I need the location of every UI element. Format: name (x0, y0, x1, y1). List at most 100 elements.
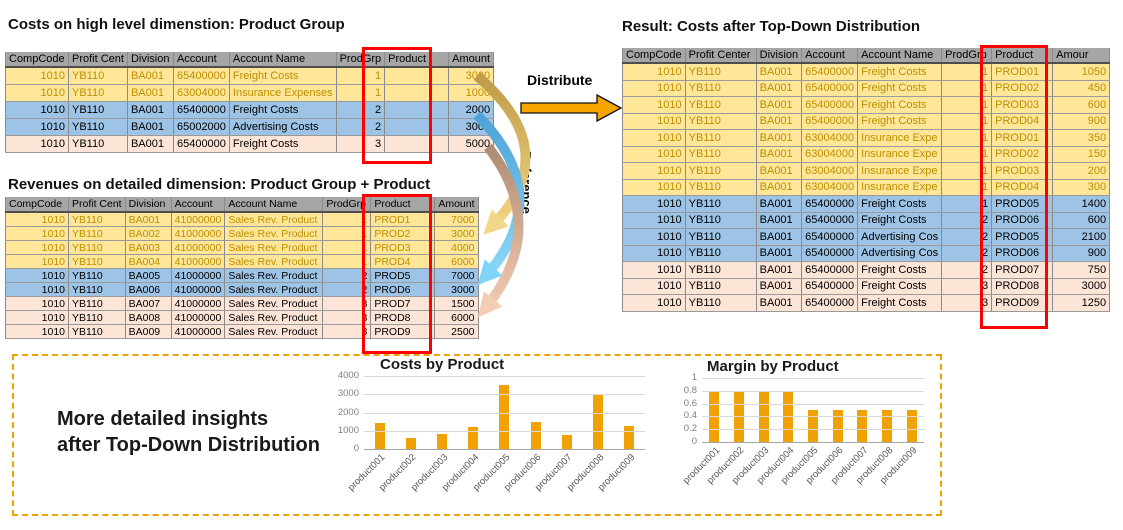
table-row: 1010 YB110 BA001 65400000 Freight Costs 3 5000 (5, 135, 495, 153)
y-tick-label: 0.6 (683, 397, 697, 409)
gridline (364, 376, 645, 377)
bar-cell: product003 (408, 376, 457, 493)
bar-cell: product004 (755, 378, 801, 486)
y-tick-label: 0.2 (683, 423, 697, 435)
column-header: Amount (448, 52, 495, 68)
y-tick-label: 2000 (337, 406, 359, 418)
reference-arrow-gold (473, 72, 531, 235)
table-header-row: CompCode Profit Center Division Account Acco… (622, 48, 1111, 64)
plot-area: product001 product002 product003 product004… (346, 376, 645, 493)
gridline (702, 390, 924, 392)
table-row: 1010 YB110 BA004 41000000 Sales Rev. Product… (5, 254, 479, 269)
bar-cell: product009 (596, 376, 645, 493)
bar-product002 (405, 438, 416, 449)
bar-cell: product004 (440, 376, 489, 493)
table-row: 1010 YB110 BA001 65400000 Freight Costs 2 PROD… (622, 212, 1111, 229)
table-row: 1010 YB110 BA001 63004000 Insurance Expe 1 PRO… (622, 129, 1111, 147)
bar-cell: product001 (346, 376, 395, 493)
y-tick-label: 0.4 (683, 410, 697, 422)
bar-product001 (374, 423, 385, 449)
insights-line2: after Top-Down Distribution (57, 434, 320, 456)
bar-cell: product007 (533, 376, 582, 493)
bar-product007 (857, 410, 868, 442)
distribute-arrow-icon (520, 93, 623, 123)
table-row: 1010 YB110 BA003 41000000 Sales Rev. Product… (5, 240, 479, 255)
column-header: Account (173, 52, 230, 68)
column-header: Product (370, 197, 436, 213)
table-row: 1010 YB110 BA007 41000000 Sales Rev. Product… (5, 296, 479, 311)
table-row: 1010 YB110 BA001 65400000 Freight Costs 1 PROD… (622, 63, 1111, 81)
column-header: CompCode (5, 52, 69, 68)
y-tick-label: 0 (691, 436, 697, 447)
y-axis: 0 1000 2000 3000 4000 (330, 370, 364, 454)
bar-cell: product007 (829, 378, 875, 486)
column-header: Account (801, 48, 859, 64)
bar-product008 (882, 410, 893, 442)
table-row: 1010 YB110 BA001 63004000 Insurance Expenses… (5, 84, 495, 102)
insights-line1: More detailed insights (57, 408, 269, 430)
column-header: Account Name (224, 197, 324, 213)
table-row: 1010 YB110 BA001 65400000 Freight Costs 1 PROD… (622, 96, 1111, 114)
table-row: 1010 YB110 BA001 65400000 Freight Costs 1 PROD… (622, 113, 1111, 130)
distribute-label: Distribute (527, 72, 593, 88)
column-header: ProdGrp (322, 197, 372, 213)
bar-product006 (530, 421, 541, 449)
table-row: 1010 YB110 BA001 65400000 Freight Costs 1 PROD… (622, 80, 1111, 97)
bar-product009 (624, 426, 635, 449)
table-row: 1010 YB110 BA001 63004000 Insurance Expe 1 PRO… (622, 162, 1111, 180)
gridline (702, 416, 924, 418)
table-header-row: CompCode Profit Cent Division Account Accoun… (5, 52, 495, 68)
gridline (364, 430, 645, 432)
table-row: 1010 YB110 BA001 63004000 Insurance Expe 1 PRO… (622, 179, 1111, 196)
bar-cell: product006 (502, 376, 551, 493)
table-row: 1010 YB110 BA001 65400000 Advertising Cos 2 PR… (622, 228, 1111, 246)
table-row: 1010 YB110 BA001 65400000 Freight Costs 2 PROD… (622, 261, 1111, 279)
column-header: CompCode (5, 197, 69, 213)
bar-cell: product003 (730, 378, 776, 486)
bar-cell: product008 (853, 378, 900, 486)
table-row: 1010 YB110 BA001 65400000 Freight Costs 1 PROD… (622, 195, 1111, 213)
bar-product005 (499, 385, 510, 449)
bar-product006 (832, 410, 843, 442)
bar-product005 (808, 410, 819, 442)
column-header: Product (991, 48, 1054, 64)
column-header: Profit Cent (68, 197, 126, 213)
gridline (702, 442, 924, 443)
column-header: ProdGrp (336, 52, 386, 68)
bar-cell: product001 (681, 378, 727, 486)
table-row: 1010 YB110 BA001 65400000 Advertising Cos 2 PR… (622, 245, 1111, 262)
column-header: Account Name (857, 48, 943, 64)
gridline (702, 403, 924, 405)
table-row: 1010 YB110 BA001 65400000 Freight Costs 2 2000 (5, 101, 495, 119)
margin-by-product-chart: Margin by Product 0 0.2 0.4 0.6 0.8 1 product… (672, 358, 924, 486)
result-table: CompCode Profit Center Division Account Acco… (622, 48, 1111, 312)
gridline (702, 378, 924, 379)
bar-cell: product006 (804, 378, 850, 486)
table-row: 1010 YB110 BA002 41000000 Sales Rev. Product… (5, 226, 479, 241)
y-tick-label: 0 (353, 443, 359, 454)
reference-arrow-brown (477, 143, 524, 318)
bar-cell: product002 (705, 378, 752, 486)
gridline (702, 429, 924, 431)
bar-product004 (468, 427, 479, 449)
bar-cell: product008 (565, 376, 614, 493)
column-header: ProdGrp (941, 48, 993, 64)
gridline (364, 412, 645, 414)
costs-by-product-chart: Costs by Product 0 1000 2000 3000 4000 produ… (330, 356, 645, 493)
plot-area: product001 product002 product003 product004… (681, 378, 924, 486)
column-header: Division (125, 197, 172, 213)
y-tick-label: 4000 (337, 370, 359, 381)
bar-product009 (906, 410, 917, 442)
bar-cell: product005 (471, 376, 520, 493)
column-header: Product (384, 52, 450, 68)
reference-arrows-icon (473, 72, 531, 318)
column-header: Account (171, 197, 226, 213)
bar-product007 (561, 435, 572, 449)
table-row: 1010 YB110 BA008 41000000 Sales Rev. Product… (5, 310, 479, 325)
column-header: Amour (1052, 48, 1111, 64)
table-header-row: CompCode Profit Cent Division Account Accoun… (5, 197, 479, 213)
revenues-table-title: Revenues on detailed dimension: Product … (8, 176, 431, 193)
chart-title: Margin by Product (707, 358, 839, 375)
bar-product003 (437, 434, 448, 449)
bar-cell: product002 (377, 376, 426, 493)
